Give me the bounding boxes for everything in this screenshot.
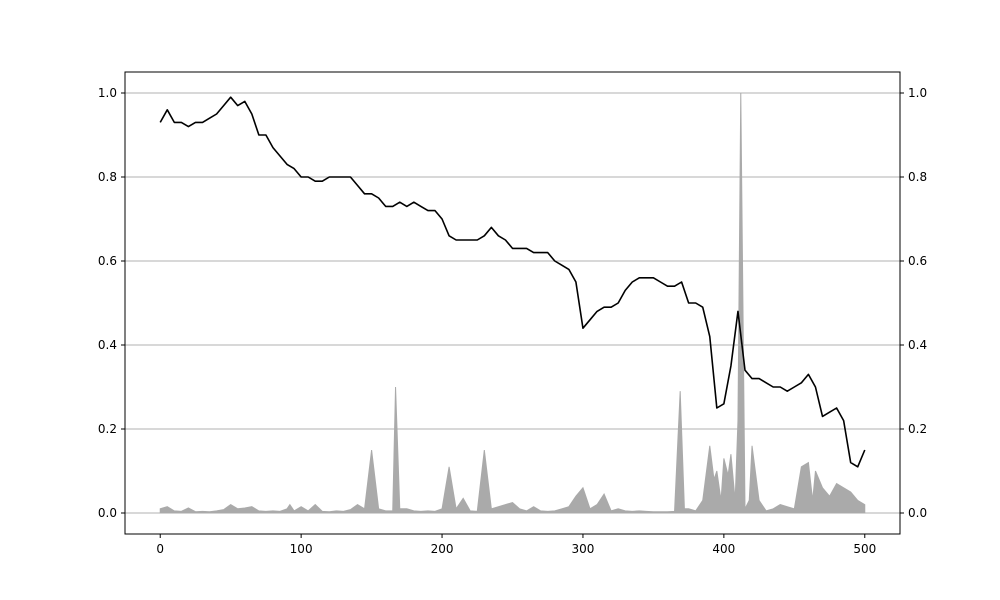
y-tick-label-left: 0.2 <box>98 422 117 436</box>
y-tick-label-right: 0.8 <box>908 170 927 184</box>
y-tick-label-left: 0.8 <box>98 170 117 184</box>
x-tick-label: 300 <box>572 542 595 556</box>
plot-frame <box>124 71 901 535</box>
y-tick-label-right: 0.4 <box>908 338 927 352</box>
ticks-layer: 0.0 0.0 0.2 0.2 0.4 0.4 0.6 0.6 0.8 0.8 1.0 1.0 0 100… <box>98 86 927 556</box>
y-tick-label-right: 1.0 <box>908 86 927 100</box>
y-tick-label-right: 0.0 <box>908 506 927 520</box>
y-tick-label-left: 0.0 <box>98 506 117 520</box>
y-tick-label-left: 0.4 <box>98 338 117 352</box>
x-tick-label: 0 <box>156 542 164 556</box>
y-tick-label-left: 1.0 <box>98 86 117 100</box>
x-tick-label: 400 <box>712 542 735 556</box>
grid-layer <box>125 92 900 514</box>
gray-area-series <box>159 92 866 514</box>
x-tick-label: 500 <box>853 542 876 556</box>
y-tick-label-right: 0.6 <box>908 254 927 268</box>
black-line-series <box>159 96 866 468</box>
x-tick-label: 100 <box>290 542 313 556</box>
x-tick-label: 200 <box>431 542 454 556</box>
y-tick-label-left: 0.6 <box>98 254 117 268</box>
y-tick-label-right: 0.2 <box>908 422 927 436</box>
